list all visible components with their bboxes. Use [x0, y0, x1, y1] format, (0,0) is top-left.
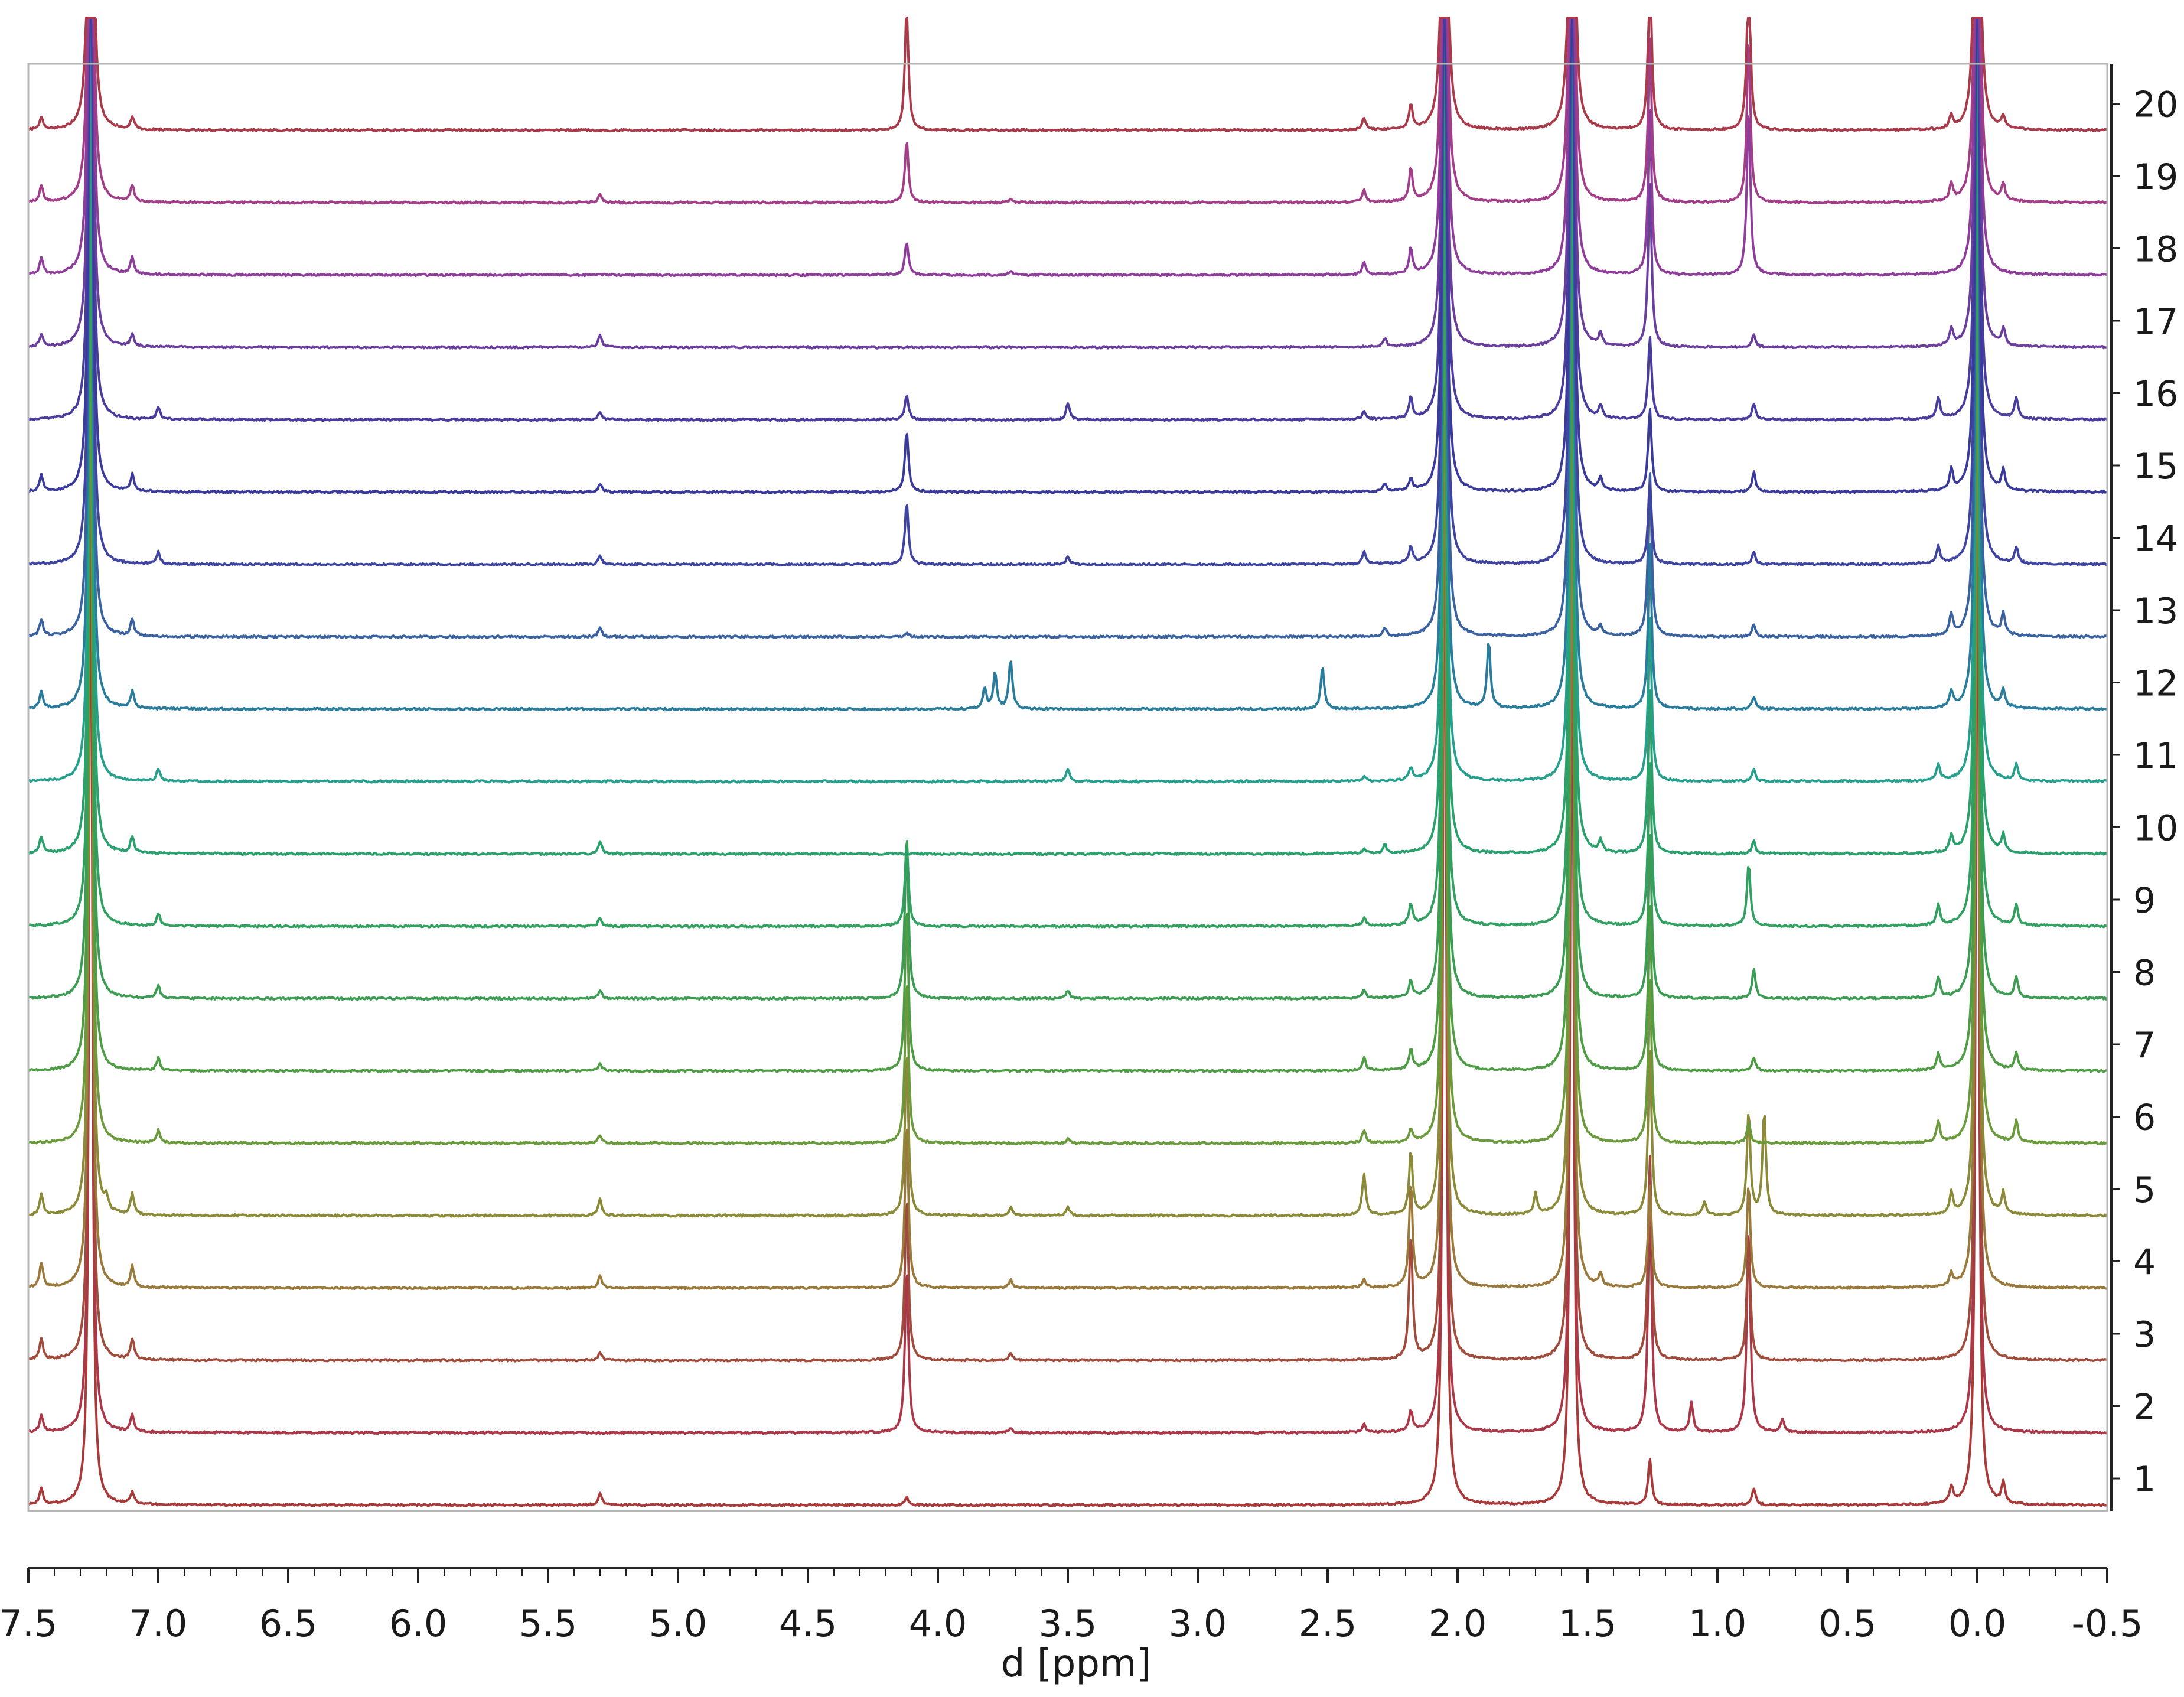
spectrum-index-label: 15	[2133, 446, 2178, 487]
spectrum-index-label: 11	[2133, 735, 2178, 777]
spectrum-trace-15	[28, 17, 2108, 494]
spectrum-index-label: 9	[2133, 880, 2156, 921]
spectrum-trace-20	[28, 17, 2108, 133]
spectrum-trace-6	[27, 17, 2107, 1146]
spectrum-trace-14	[28, 17, 2108, 567]
x-tick-label: 6.5	[259, 1602, 318, 1645]
spectra-group	[27, 17, 2108, 1507]
spectrum-trace-18	[27, 17, 2108, 278]
spectrum-trace-1	[28, 224, 2108, 1507]
x-tick-label: 1.5	[1559, 1602, 1617, 1645]
x-tick-label: 5.0	[649, 1602, 708, 1645]
x-axis-title: d [ppm]	[1001, 1642, 1152, 1686]
spectrum-index-label: 8	[2133, 953, 2156, 994]
spectrum-index-label: 7	[2133, 1025, 2156, 1066]
spectrum-index-label: 4	[2133, 1242, 2156, 1284]
x-tick-label: 2.5	[1299, 1602, 1357, 1645]
spectrum-trace-7	[27, 17, 2108, 1073]
x-tick-label: 6.0	[389, 1602, 448, 1645]
x-tick-label: 5.5	[519, 1602, 578, 1645]
x-tick-label: 0.0	[1948, 1602, 2007, 1645]
spectrum-index-label: 2	[2133, 1387, 2156, 1428]
spectrum-index-label: 6	[2133, 1097, 2156, 1139]
x-tick-label: 7.5	[0, 1602, 57, 1645]
spectrum-trace-9	[27, 17, 2108, 929]
spectrum-trace-16	[28, 17, 2108, 422]
spectrum-trace-11	[27, 17, 2108, 784]
x-tick-label: 7.0	[129, 1602, 188, 1645]
plot-frame	[27, 63, 2108, 1512]
spectrum-trace-8	[28, 17, 2108, 1001]
spectrum-index-label: 17	[2133, 301, 2178, 343]
x-tick-label: 4.5	[779, 1602, 837, 1645]
spectrum-trace-3	[28, 118, 2108, 1363]
spectrum-index-label: 20	[2133, 84, 2178, 126]
spectrum-index-label: 14	[2133, 519, 2178, 560]
x-axis: 7.5 7.0 6.5 6.0 5.5 5.0 4.5 4.0 3.5 3.0 2.5 2.0 1.5 1…	[0, 1567, 2143, 1645]
spectrum-index-label: 1	[2133, 1459, 2156, 1500]
x-tick-label: 1.0	[1688, 1602, 1747, 1645]
x-tick-label: 4.0	[909, 1602, 967, 1645]
spectrum-trace-12	[28, 17, 2108, 712]
spectrum-index-label: 18	[2133, 229, 2178, 271]
spectrum-index-label: 19	[2133, 157, 2178, 198]
spectrum-trace-19	[27, 17, 2108, 205]
spectrum-trace-13	[27, 17, 2108, 639]
x-tick-label: 2.0	[1429, 1602, 1487, 1645]
spectrum-trace-17	[27, 17, 2108, 350]
x-tick-label: 3.5	[1039, 1602, 1097, 1645]
spectrum-trace-2	[27, 190, 2108, 1435]
spectrum-trace-5	[28, 17, 2108, 1218]
spectrum-trace-4	[28, 46, 2108, 1291]
spectrum-index-label: 3	[2133, 1314, 2156, 1356]
x-tick-label: 3.0	[1169, 1602, 1227, 1645]
x-tick-label: -0.5	[2072, 1602, 2143, 1645]
x-tick-label: 0.5	[1818, 1602, 1877, 1645]
spectrum-index-label: 10	[2133, 808, 2178, 849]
spectrum-index-label: 5	[2133, 1170, 2156, 1211]
spectrum-index-label: 16	[2133, 374, 2178, 415]
spectrum-index-label: 12	[2133, 663, 2178, 705]
spectrum-trace-10	[27, 17, 2108, 856]
spectrum-index-label: 13	[2133, 591, 2178, 632]
